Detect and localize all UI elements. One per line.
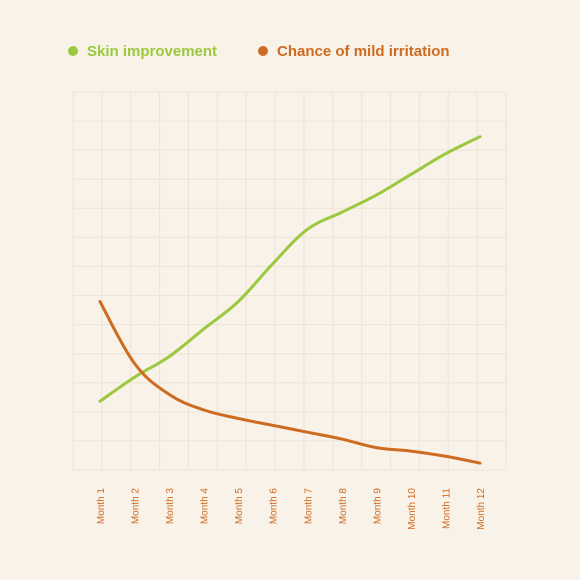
- grid: [72, 91, 507, 471]
- x-tick-label: Month 11: [441, 488, 452, 529]
- legend-item-skin-improvement: Skin improvement: [68, 43, 217, 60]
- series-line-skin-improvement: [98, 135, 482, 403]
- legend-item-mild-irritation: Chance of mild irritation: [258, 43, 450, 60]
- x-tick-label: Month 3: [165, 488, 176, 525]
- legend: Skin improvement Chance of mild irritati…: [68, 40, 450, 62]
- x-tick-label: Month 9: [372, 488, 383, 525]
- series-line-mild-irritation: [98, 300, 482, 465]
- legend-marker-skin-improvement: [68, 46, 78, 56]
- x-tick-label: Month 5: [234, 488, 245, 525]
- legend-marker-mild-irritation: [258, 46, 269, 56]
- x-tick-label: Month 10: [407, 488, 418, 530]
- x-tick-label: Month 1: [96, 488, 107, 525]
- x-tick-label: Month 7: [303, 488, 314, 525]
- x-tick-label: Month 2: [131, 488, 142, 525]
- series-lines: [98, 135, 482, 465]
- x-tick-label: Month 6: [269, 488, 280, 525]
- x-tick-label: Month 8: [338, 488, 349, 525]
- legend-label-skin-improvement: Skin improvement: [87, 42, 218, 60]
- legend-label-mild-irritation: Chance of mild irritation: [277, 42, 450, 60]
- x-tick-label: Month 12: [476, 488, 487, 530]
- x-tick-label: Month 4: [200, 488, 211, 525]
- x-axis-tick-labels: Month 1 Month 2 Month 3 Month 4 Month 5 Month…: [96, 488, 487, 530]
